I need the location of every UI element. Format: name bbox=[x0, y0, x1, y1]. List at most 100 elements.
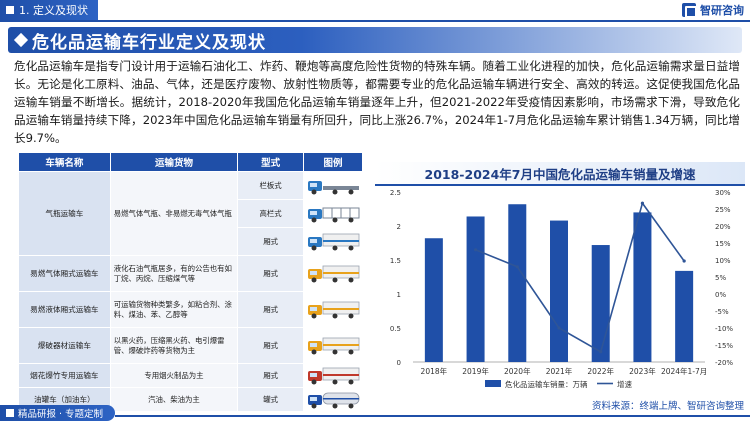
footer-tab: 精品研报 · 专题定制 bbox=[0, 405, 116, 421]
cargo-cell: 液化石油气瓶居多，有的公告也有如丁烷、丙烷、压缩煤气等 bbox=[109, 255, 239, 292]
legend-cell bbox=[302, 255, 364, 292]
table-header-cell: 图例 bbox=[302, 152, 364, 172]
truck-image bbox=[305, 366, 361, 386]
section-tab: 1. 定义及现状 bbox=[0, 0, 98, 20]
brand-logo: 智研咨询 bbox=[682, 2, 744, 18]
legend-bar-label: 危化品运输车销量：万辆 bbox=[505, 379, 588, 389]
legend-bar-swatch bbox=[485, 380, 501, 387]
intro-paragraph: 危化品运输车是指专门设计用于运输石油化工、炸药、鞭炮等高度危险性货物的特殊车辆。… bbox=[14, 59, 740, 145]
type-cell: 罐式 bbox=[237, 387, 304, 412]
legend-line-label: 增速 bbox=[617, 379, 632, 389]
vehicle-table: 车辆名称 运输货物 型式 图例 气瓶运输车 易燃气体气瓶、非易燃无毒气体气瓶 栏… bbox=[18, 152, 364, 412]
legend-cell bbox=[302, 363, 364, 388]
sales-bar bbox=[424, 238, 443, 362]
chart-title: 2018-2024年7月中国危化品运输车销量及增速 bbox=[424, 166, 696, 182]
type-cell: 厢式 bbox=[237, 291, 304, 328]
legend-cell bbox=[302, 199, 364, 228]
legend-cell bbox=[302, 227, 364, 256]
y-left-tick-label: 0 bbox=[397, 359, 401, 367]
cargo-cell: 以黑火药，压缩黑火药、电引爆雷管、爆破炸药等货物为主 bbox=[109, 327, 239, 364]
cargo-cell: 汽油、柴油为主 bbox=[109, 387, 239, 412]
page-title: 危化品运输车行业定义及现状 bbox=[32, 32, 266, 53]
table-row: 易燃气体厢式运输车 液化石油气瓶居多，有的公告也有如丁烷、丙烷、压缩煤气等 厢式 bbox=[18, 255, 364, 292]
x-tick-label: 2022年 bbox=[587, 366, 614, 376]
table-row: 厢式 bbox=[19, 227, 364, 256]
truck-image bbox=[305, 232, 361, 252]
sales-bar bbox=[591, 245, 610, 362]
x-tick-label: 2018年 bbox=[421, 366, 448, 376]
y-left-tick-label: 2 bbox=[397, 223, 401, 231]
sales-bar bbox=[466, 216, 485, 362]
sales-chart: 0 0.5 1 1.5 2 2.5 30% 25% 20% 15% 10% 5% 0% -5% -10% -1… bbox=[390, 189, 734, 389]
source-note: 资料来源：终端上牌、智研咨询整理 bbox=[591, 401, 744, 412]
sales-bar bbox=[550, 220, 568, 362]
type-cell: 厢式 bbox=[237, 227, 304, 256]
table-header-row: 车辆名称 运输货物 型式 图例 bbox=[18, 152, 364, 172]
legend-cell bbox=[302, 291, 364, 328]
table-row: 高栏式 bbox=[19, 199, 364, 228]
vehicle-name: 爆破器材运输车 bbox=[18, 327, 111, 364]
sales-bar bbox=[633, 212, 652, 362]
vehicle-name: 烟花爆竹专用运输车 bbox=[18, 363, 111, 388]
growth-point bbox=[557, 326, 561, 330]
type-cell: 厢式 bbox=[237, 255, 304, 292]
truck-image bbox=[305, 176, 361, 196]
y-right-tick-label: 0% bbox=[715, 291, 726, 299]
table-row: 气瓶运输车 易燃气体气瓶、非易燃无毒气体气瓶 栏板式 bbox=[18, 171, 364, 256]
truck-image bbox=[305, 204, 361, 224]
y-left-tick-label: 1.5 bbox=[390, 257, 401, 265]
table-row: 爆破器材运输车 以黑火药，压缩黑火药、电引爆雷管、爆破炸药等货物为主 厢式 bbox=[18, 327, 364, 364]
chart-title-band: 2018-2024年7月中国危化品运输车销量及增速 bbox=[375, 162, 745, 186]
table-header-cell: 运输货物 bbox=[109, 152, 239, 172]
type-cell: 厢式 bbox=[237, 327, 304, 364]
truck-image bbox=[305, 300, 361, 320]
brand-logo-icon bbox=[682, 3, 697, 18]
growth-point bbox=[640, 201, 645, 205]
type-cell: 高栏式 bbox=[237, 199, 304, 228]
x-tick-label: 2024年1-7月 bbox=[661, 366, 707, 376]
y-right-tick-label: -15% bbox=[715, 342, 733, 350]
x-tick-label: 2021年 bbox=[546, 366, 573, 376]
type-cell: 厢式 bbox=[237, 363, 304, 388]
truck-image bbox=[305, 390, 361, 410]
table-row: 烟花爆竹专用运输车 专用烟火制品为主 厢式 bbox=[18, 363, 364, 388]
growth-point bbox=[682, 259, 686, 263]
cargo-cell: 可运输货物种类繁多，如粘合剂、涂料、煤油、苯、乙醇等 bbox=[109, 291, 239, 328]
legend-cell bbox=[302, 171, 364, 200]
cargo-cell: 专用烟火制品为主 bbox=[109, 363, 239, 388]
x-tick-label: 2020年 bbox=[504, 366, 531, 376]
table-row: 易燃液体厢式运输车 可运输货物种类繁多，如粘合剂、涂料、煤油、苯、乙醇等 厢式 bbox=[18, 291, 364, 328]
table-header-cell: 车辆名称 bbox=[18, 152, 111, 172]
y-right-tick-label: 5% bbox=[715, 274, 726, 282]
footer: 精品研报 · 专题定制 bbox=[0, 405, 750, 421]
growth-point bbox=[473, 248, 478, 252]
y-right-tick-label: -20% bbox=[715, 359, 733, 367]
y-right-tick-label: 15% bbox=[715, 240, 731, 248]
header-divider bbox=[0, 20, 750, 22]
square-icon bbox=[6, 409, 14, 417]
page-title-band: 危化品运输车行业定义及现状 bbox=[8, 27, 742, 53]
growth-point bbox=[599, 350, 603, 354]
footer-divider bbox=[115, 415, 750, 417]
table-row: 油罐车（加油车） 汽油、柴油为主 罐式 bbox=[18, 387, 364, 412]
y-right-tick-label: 20% bbox=[715, 223, 731, 231]
x-tick-label: 2023年 bbox=[629, 366, 656, 376]
table-header-cell: 型式 bbox=[237, 152, 304, 172]
y-right-tick-label: 30% bbox=[715, 189, 731, 197]
vehicle-name: 气瓶运输车 bbox=[18, 171, 111, 256]
truck-image bbox=[305, 264, 361, 284]
vehicle-name: 易燃气体厢式运输车 bbox=[18, 255, 111, 292]
diamond-icon bbox=[13, 32, 29, 48]
square-icon bbox=[6, 6, 14, 14]
footer-label: 精品研报 · 专题定制 bbox=[18, 409, 104, 420]
y-right-tick-label: -10% bbox=[715, 325, 733, 333]
y-left-tick-label: 1 bbox=[397, 291, 401, 299]
growth-point bbox=[515, 265, 519, 269]
section-label: 1. 定义及现状 bbox=[19, 4, 88, 17]
y-right-tick-label: 25% bbox=[715, 206, 731, 214]
sales-bar bbox=[508, 204, 527, 362]
x-tick-label: 2019年 bbox=[462, 366, 489, 376]
y-left-tick-label: 0.5 bbox=[390, 325, 401, 333]
legend-cell bbox=[302, 327, 364, 364]
y-right-tick-label: 10% bbox=[715, 257, 731, 265]
